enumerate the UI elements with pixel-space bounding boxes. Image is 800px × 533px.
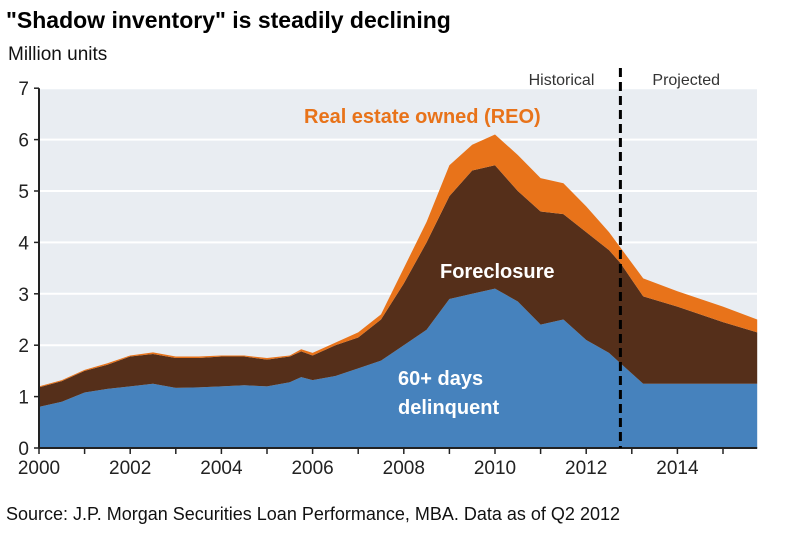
historical-label: Historical [529, 72, 595, 89]
x-tick-label: 2010 [474, 458, 516, 479]
x-tick-label: 2002 [109, 458, 151, 479]
y-tick-label: 2 [18, 336, 29, 357]
chart-subtitle: Million units [8, 44, 107, 65]
y-tick-label: 3 [18, 285, 29, 306]
y-tick-label: 6 [18, 131, 29, 152]
delinquent-series-label-line2: delinquent [398, 397, 499, 419]
x-tick-label: 2014 [656, 458, 699, 479]
x-tick-label: 2008 [383, 458, 425, 479]
y-tick-label: 5 [18, 182, 29, 203]
foreclosure-series-label: Foreclosure [440, 261, 554, 283]
projected-label: Projected [652, 72, 720, 89]
y-tick-label: 0 [18, 439, 29, 460]
area-foreclosure [39, 165, 758, 407]
y-tick-label: 4 [18, 233, 29, 254]
y-tick-label: 7 [18, 79, 29, 100]
area-60-days-delinquent [39, 288, 758, 448]
y-tick-label: 1 [18, 388, 29, 409]
chart-title: "Shadow inventory" is steadily declining [6, 7, 451, 33]
x-tick-label: 2000 [18, 458, 60, 479]
reo-series-label: Real estate owned (REO) [304, 106, 541, 128]
area-real-estate-owned-reo [39, 134, 758, 388]
chart-source: Source: J.P. Morgan Securities Loan Perf… [6, 504, 620, 524]
x-tick-label: 2006 [291, 458, 333, 479]
delinquent-series-label-line1: 60+ days [398, 368, 483, 390]
x-tick-label: 2004 [200, 458, 243, 479]
x-tick-label: 2012 [565, 458, 607, 479]
